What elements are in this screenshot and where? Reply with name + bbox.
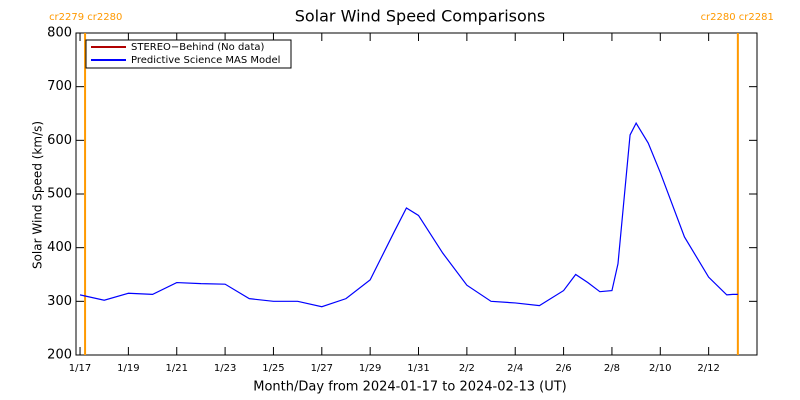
legend-label: STEREO−Behind (No data) [131, 42, 264, 53]
x-tick-label: 1/17 [69, 363, 91, 374]
x-tick-label: 2/10 [649, 363, 671, 374]
rotation-label: cr2279 cr2280 [49, 12, 122, 23]
x-tick-label: 1/25 [262, 363, 284, 374]
x-tick-label: 1/27 [311, 363, 333, 374]
y-tick-label: 600 [47, 133, 72, 148]
x-tick-label: 1/23 [214, 363, 236, 374]
x-axis-label: Month/Day from 2024-01-17 to 2024-02-13 … [253, 380, 566, 395]
legend-box [85, 39, 292, 69]
x-tick-label: 1/31 [407, 363, 429, 374]
legend-label: Predictive Science MAS Model [131, 55, 280, 66]
x-tick-label: 2/12 [697, 363, 719, 374]
x-tick-label: 2/6 [556, 363, 572, 374]
x-tick-label: 1/21 [166, 363, 188, 374]
x-tick-label: 1/19 [117, 363, 139, 374]
x-tick-label: 1/29 [359, 363, 381, 374]
rotation-label: cr2280 cr2281 [701, 12, 774, 23]
y-tick-label: 200 [47, 348, 72, 363]
y-tick-label: 400 [47, 240, 72, 255]
data-line [79, 121, 738, 308]
chart-title: Solar Wind Speed Comparisons [295, 7, 546, 26]
x-tick-label: 2/4 [507, 363, 523, 374]
y-axis-label: Solar Wind Speed (km/s) [31, 121, 45, 269]
y-tick-label: 500 [47, 187, 72, 202]
x-tick-label: 2/2 [459, 363, 475, 374]
y-tick-label: 300 [47, 294, 72, 309]
y-tick-label: 700 [47, 79, 72, 94]
y-tick-label: 800 [47, 26, 72, 41]
x-tick-label: 2/8 [604, 363, 620, 374]
